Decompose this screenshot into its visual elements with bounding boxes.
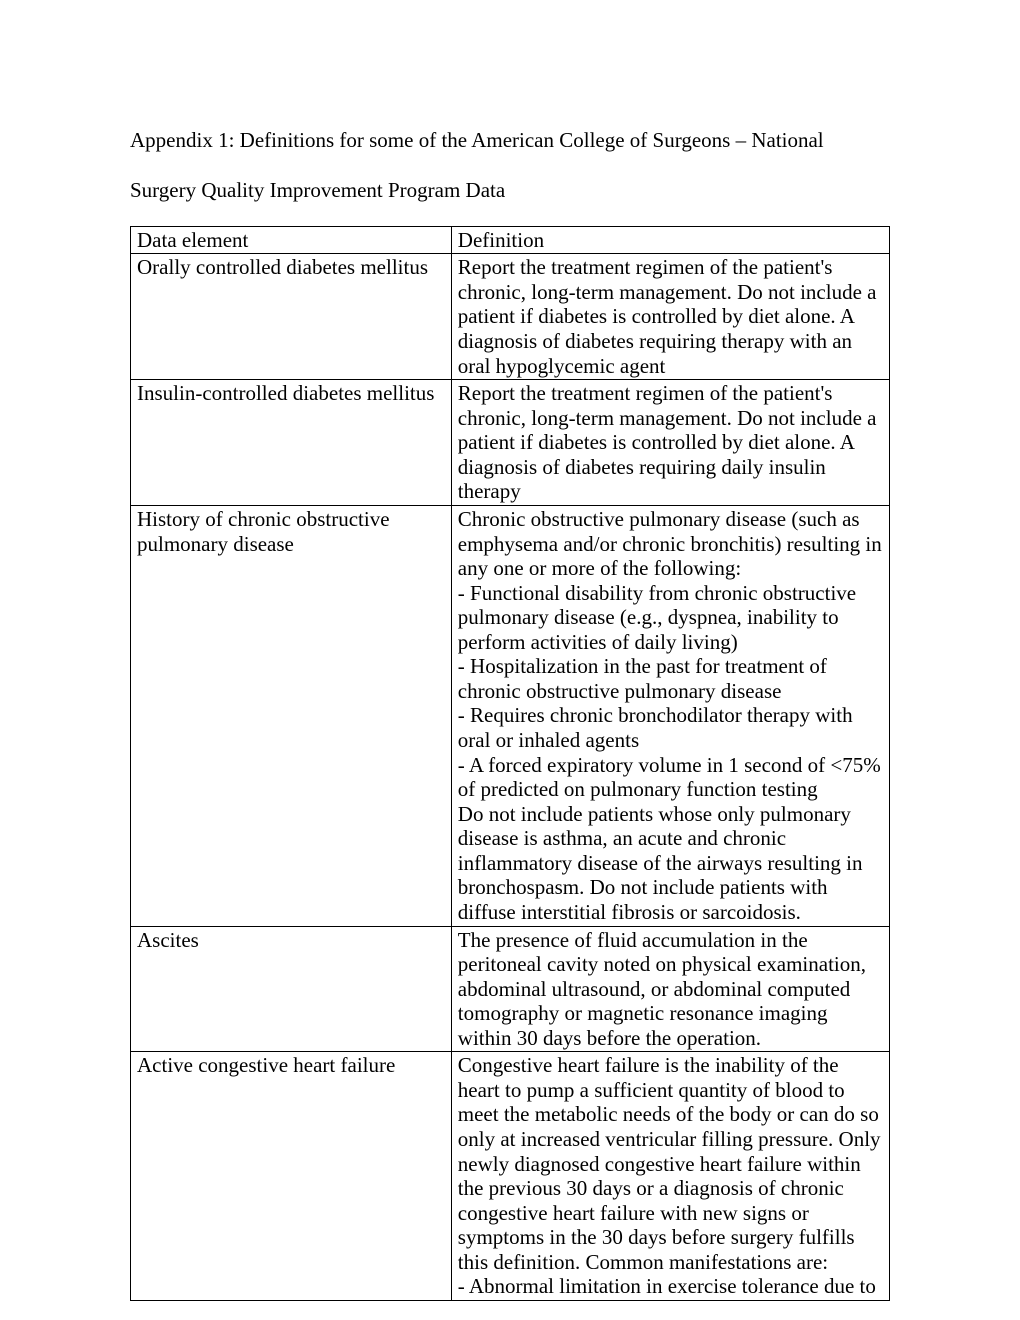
cell-element: History of chronic obstructive pulmonary…	[131, 505, 452, 926]
appendix-title: Appendix 1: Definitions for some of the …	[130, 115, 890, 216]
cell-definition: Report the treatment regimen of the pati…	[451, 254, 889, 380]
cell-definition: Congestive heart failure is the inabilit…	[451, 1052, 889, 1301]
cell-element: Insulin-controlled diabetes mellitus	[131, 380, 452, 506]
title-line-1: Appendix 1: Definitions for some of the …	[130, 128, 824, 152]
definitions-table: Data element Definition Orally controlle…	[130, 226, 890, 1301]
header-definition: Definition	[451, 226, 889, 254]
table-header-row: Data element Definition	[131, 226, 890, 254]
cell-definition: Report the treatment regimen of the pati…	[451, 380, 889, 506]
cell-definition: Chronic obstructive pulmonary disease (s…	[451, 505, 889, 926]
cell-element: Ascites	[131, 926, 452, 1052]
table-row: History of chronic obstructive pulmonary…	[131, 505, 890, 926]
table-row: Orally controlled diabetes mellitus Repo…	[131, 254, 890, 380]
table-row: Ascites The presence of fluid accumulati…	[131, 926, 890, 1052]
header-data-element: Data element	[131, 226, 452, 254]
title-line-2: Surgery Quality Improvement Program Data	[130, 178, 505, 202]
table-row: Insulin-controlled diabetes mellitus Rep…	[131, 380, 890, 506]
cell-element: Active congestive heart failure	[131, 1052, 452, 1301]
cell-definition: The presence of fluid accumulation in th…	[451, 926, 889, 1052]
cell-element: Orally controlled diabetes mellitus	[131, 254, 452, 380]
table-row: Active congestive heart failure Congesti…	[131, 1052, 890, 1301]
